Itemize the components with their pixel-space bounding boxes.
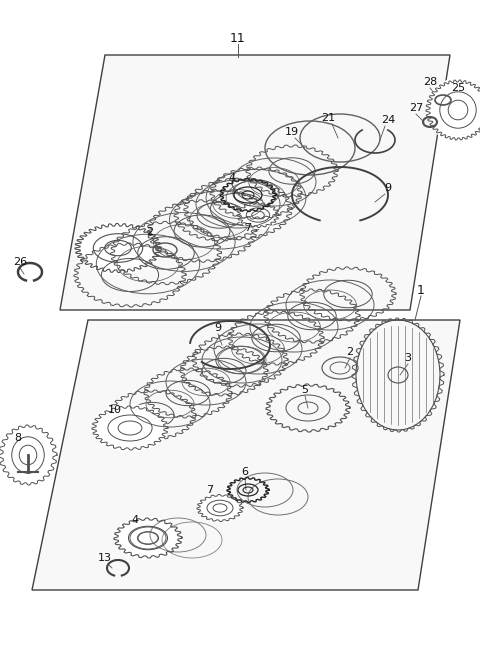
Ellipse shape — [114, 516, 182, 560]
Text: 4: 4 — [132, 515, 139, 525]
Text: 6: 6 — [241, 467, 249, 477]
Ellipse shape — [197, 493, 243, 523]
Ellipse shape — [426, 78, 480, 142]
Text: 1: 1 — [417, 284, 425, 297]
Text: 19: 19 — [285, 127, 299, 137]
Text: 10: 10 — [108, 405, 122, 415]
Text: 26: 26 — [13, 257, 27, 267]
Text: 8: 8 — [14, 433, 22, 443]
Text: 7: 7 — [244, 223, 252, 233]
Text: 13: 13 — [98, 553, 112, 563]
Text: 25: 25 — [451, 83, 465, 93]
Text: 7: 7 — [206, 485, 214, 495]
Ellipse shape — [0, 423, 57, 487]
Text: 28: 28 — [423, 77, 437, 87]
Polygon shape — [32, 320, 460, 590]
Text: 27: 27 — [409, 103, 423, 113]
Text: 5: 5 — [301, 385, 309, 395]
Text: 24: 24 — [381, 115, 395, 125]
Text: 11: 11 — [230, 31, 246, 45]
Text: 21: 21 — [321, 113, 335, 123]
Ellipse shape — [92, 404, 168, 452]
Text: 2: 2 — [347, 347, 354, 357]
Polygon shape — [60, 55, 450, 310]
Text: 9: 9 — [384, 183, 392, 193]
Text: 3: 3 — [405, 353, 411, 363]
Text: 9: 9 — [215, 323, 222, 333]
Text: 2: 2 — [146, 227, 154, 237]
Ellipse shape — [237, 201, 279, 229]
Text: 4: 4 — [228, 173, 236, 183]
Ellipse shape — [75, 221, 161, 275]
